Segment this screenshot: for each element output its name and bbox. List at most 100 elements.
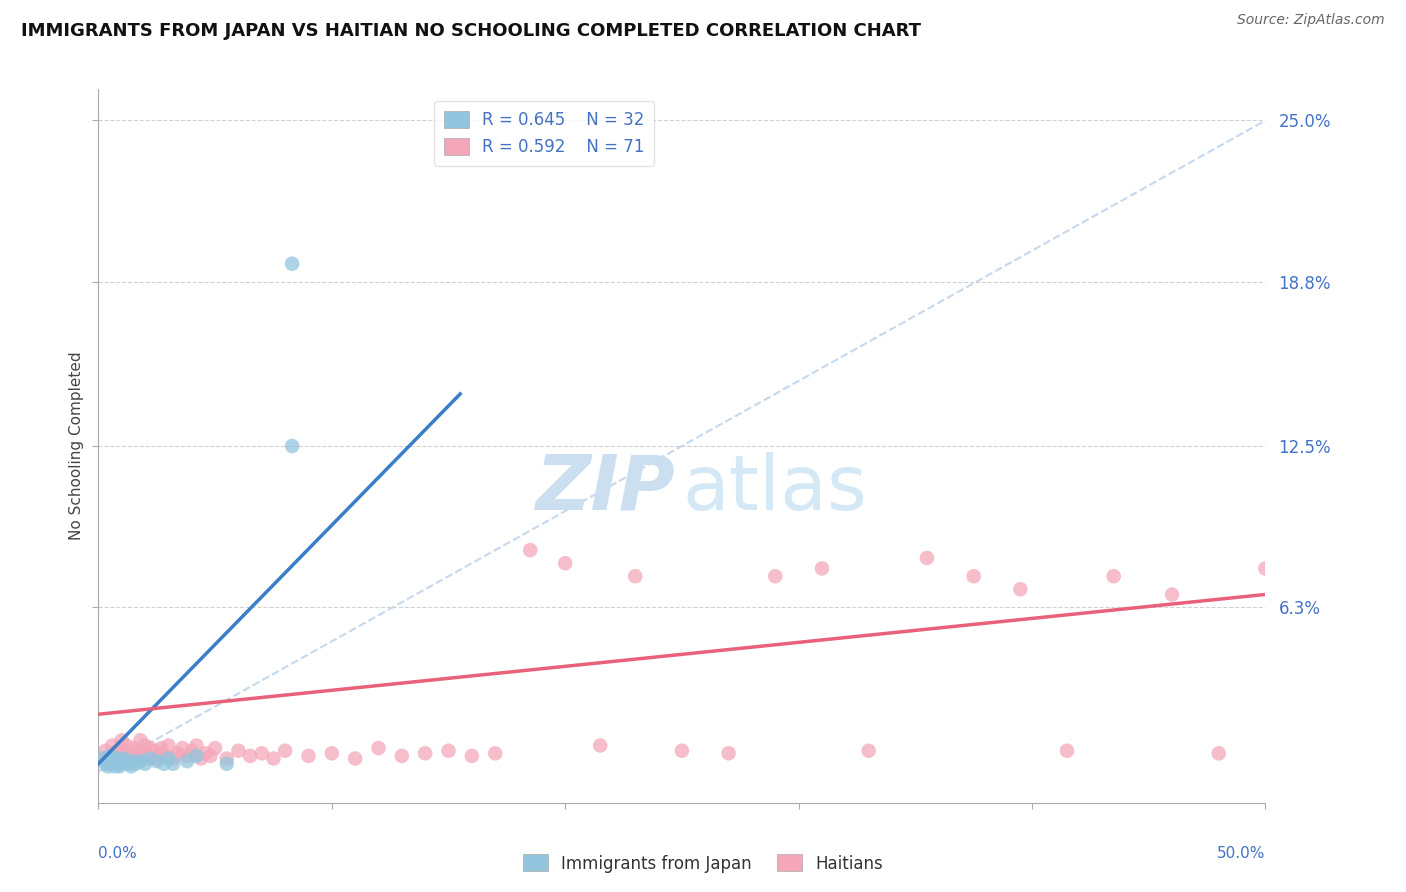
- Point: [162, 756, 184, 771]
- Point: [186, 748, 208, 763]
- Point: [94, 756, 117, 771]
- Point: [120, 747, 142, 761]
- Point: [1208, 747, 1230, 761]
- Point: [1102, 569, 1125, 583]
- Point: [101, 739, 124, 753]
- Point: [122, 741, 145, 756]
- Point: [111, 754, 134, 768]
- Point: [367, 741, 389, 756]
- Point: [176, 748, 198, 763]
- Legend: R = 0.645    N = 32, R = 0.592    N = 71: R = 0.645 N = 32, R = 0.592 N = 71: [433, 101, 654, 166]
- Point: [120, 759, 142, 773]
- Point: [215, 751, 238, 765]
- Point: [274, 744, 297, 758]
- Point: [94, 744, 117, 758]
- Point: [111, 748, 134, 763]
- Text: atlas: atlas: [682, 452, 866, 525]
- Point: [624, 569, 647, 583]
- Point: [98, 754, 121, 768]
- Point: [118, 756, 141, 771]
- Point: [858, 744, 880, 758]
- Point: [262, 751, 284, 765]
- Point: [1056, 744, 1078, 758]
- Point: [176, 754, 198, 768]
- Point: [554, 556, 576, 570]
- Point: [115, 739, 138, 753]
- Point: [108, 751, 131, 765]
- Point: [671, 744, 693, 758]
- Point: [437, 744, 460, 758]
- Text: IMMIGRANTS FROM JAPAN VS HAITIAN NO SCHOOLING COMPLETED CORRELATION CHART: IMMIGRANTS FROM JAPAN VS HAITIAN NO SCHO…: [21, 22, 921, 40]
- Point: [104, 759, 127, 773]
- Point: [127, 744, 149, 758]
- Point: [281, 257, 304, 271]
- Point: [118, 751, 141, 765]
- Point: [98, 748, 121, 763]
- Point: [112, 751, 135, 765]
- Point: [250, 747, 273, 761]
- Point: [157, 751, 180, 765]
- Point: [461, 748, 484, 763]
- Point: [125, 748, 148, 763]
- Point: [112, 744, 135, 758]
- Point: [115, 754, 138, 768]
- Point: [134, 756, 156, 771]
- Point: [344, 751, 367, 765]
- Legend: Immigrants from Japan, Haitians: Immigrants from Japan, Haitians: [516, 847, 890, 880]
- Point: [962, 569, 984, 583]
- Point: [162, 751, 184, 765]
- Point: [104, 754, 127, 768]
- Point: [915, 551, 938, 566]
- Point: [98, 748, 121, 763]
- Point: [129, 754, 152, 768]
- Point: [143, 744, 166, 758]
- Point: [186, 739, 208, 753]
- Point: [122, 754, 145, 768]
- Point: [717, 747, 740, 761]
- Point: [91, 751, 114, 765]
- Point: [148, 747, 170, 761]
- Text: 0.0%: 0.0%: [98, 846, 138, 861]
- Point: [180, 744, 202, 758]
- Point: [111, 756, 134, 771]
- Point: [1161, 587, 1184, 601]
- Point: [104, 754, 127, 768]
- Point: [228, 744, 250, 758]
- Text: Source: ZipAtlas.com: Source: ZipAtlas.com: [1237, 13, 1385, 28]
- Point: [484, 747, 506, 761]
- Point: [97, 759, 120, 773]
- Point: [134, 739, 156, 753]
- Point: [152, 756, 174, 771]
- Point: [391, 748, 413, 763]
- Point: [215, 756, 238, 771]
- Point: [101, 751, 124, 765]
- Point: [172, 741, 194, 756]
- Point: [101, 756, 124, 771]
- Point: [108, 759, 131, 773]
- Point: [125, 756, 148, 771]
- Point: [297, 748, 319, 763]
- Point: [1010, 582, 1032, 597]
- Point: [139, 741, 162, 756]
- Point: [194, 747, 217, 761]
- Y-axis label: No Schooling Completed: No Schooling Completed: [69, 351, 84, 541]
- Point: [1254, 561, 1277, 575]
- Point: [200, 748, 222, 763]
- Point: [157, 739, 180, 753]
- Point: [152, 748, 174, 763]
- Point: [150, 741, 173, 756]
- Point: [239, 748, 262, 763]
- Point: [97, 756, 120, 771]
- Point: [811, 561, 834, 575]
- Point: [105, 751, 128, 765]
- Point: [204, 741, 226, 756]
- Point: [146, 754, 169, 768]
- Point: [166, 747, 188, 761]
- Point: [190, 751, 212, 765]
- Point: [589, 739, 612, 753]
- Point: [136, 747, 159, 761]
- Point: [763, 569, 786, 583]
- Point: [91, 751, 114, 765]
- Point: [139, 751, 162, 765]
- Point: [105, 744, 128, 758]
